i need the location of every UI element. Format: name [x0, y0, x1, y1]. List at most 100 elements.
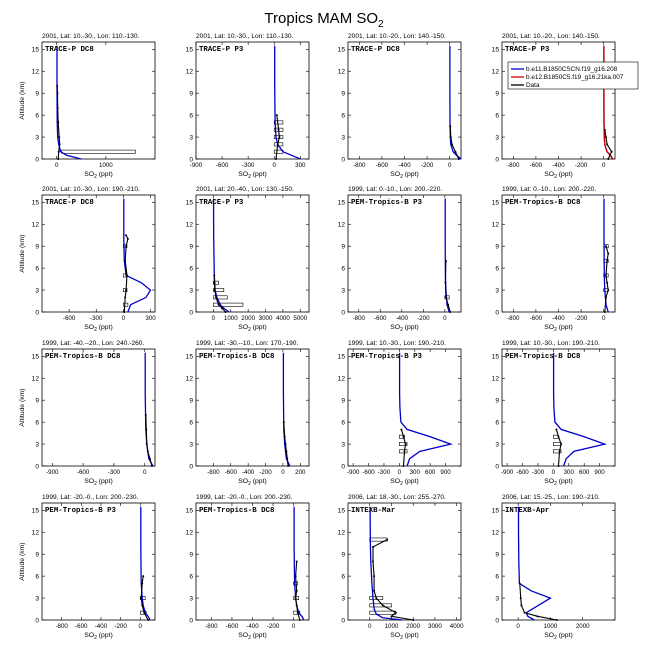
data-point [555, 619, 558, 621]
y-tick-label: 0 [341, 463, 345, 470]
plot-frame [195, 41, 310, 160]
data-range-box [123, 302, 129, 307]
y-tick-label: 15 [32, 508, 40, 515]
data-point [606, 259, 609, 262]
data-point [558, 450, 561, 453]
y-tick-label: 9 [341, 91, 345, 98]
x-tick-label: -600 [530, 315, 543, 322]
plot-frame [41, 502, 156, 621]
y-tick-label: 12 [338, 376, 346, 383]
data-series-line [519, 583, 558, 621]
data-point [375, 597, 378, 600]
y-tick-label: 0 [341, 617, 345, 624]
y-tick-label: 12 [492, 222, 500, 229]
x-tick-label: -200 [114, 623, 127, 630]
data-point [400, 428, 403, 431]
plot-frame [501, 502, 616, 621]
data-point [274, 158, 277, 160]
data-point [519, 597, 522, 600]
x-tick-label: 900 [594, 469, 605, 476]
panel-header: 1999, Lat: -40.--20., Lon: 240.-260. [42, 340, 144, 347]
panel-header: 2001, Lat: 10.-20., Lon: 140.-150. [502, 33, 600, 40]
x-tick-label: -200 [259, 469, 272, 476]
y-tick-label: 6 [189, 266, 193, 273]
y-tick-label: 3 [495, 134, 499, 141]
x-tick-label: -800 [353, 162, 366, 169]
chart-panel-3: 2001, Lat: 10.-20., Lon: 140.-150. 0 3 6 9 12… [338, 33, 462, 180]
panels: 2001, Lat: 10.-30., Lon: 110.-130. 0 3 6 9 12… [19, 33, 639, 641]
x-axis-label: SO2 (ppt) [84, 324, 112, 333]
y-tick-label: 9 [189, 91, 193, 98]
data-series-line [604, 246, 609, 313]
chart-panel-10: 1999, Lat: -30.--10., Lon: 170.-190. 0 3 6 9… [186, 340, 310, 487]
data-point [294, 575, 297, 578]
campaign-label: PEM-Tropics-B DC8 [199, 507, 275, 515]
y-tick-label: 0 [495, 156, 499, 163]
x-tick-label: -600 [225, 469, 238, 476]
y-tick-label: 9 [495, 91, 499, 98]
x-tick-label: -900 [347, 469, 360, 476]
data-point [221, 307, 224, 310]
data-point [412, 619, 415, 621]
model-series-line [274, 45, 301, 160]
data-point [373, 589, 376, 592]
data-point [124, 296, 127, 299]
y-tick-label: 3 [495, 287, 499, 294]
panel-header: 1999, Lat: -20.-0., Lon: 200.-230. [42, 494, 139, 501]
y-tick-label: 6 [495, 113, 499, 120]
x-axis-label: SO2 (ppt) [238, 324, 266, 333]
data-point [604, 136, 607, 139]
y-tick-label: 6 [495, 420, 499, 427]
data-point [286, 457, 289, 460]
y-tick-label: 15 [32, 200, 40, 207]
data-range-box [399, 434, 405, 439]
data-point [214, 296, 217, 299]
panel-header: 1999, Lat: 0.-10., Lon: 200.-220. [348, 186, 442, 193]
panel-header: 2006, Lat: 18.-30., Lon: 255.-270. [348, 494, 446, 501]
y-tick-label: 3 [189, 441, 193, 448]
data-point [607, 158, 610, 160]
x-tick-label: -400 [398, 162, 411, 169]
x-tick-label: -900 [190, 162, 203, 169]
campaign-label: PEM-Tropics-B P3 [351, 353, 423, 361]
y-tick-label: 0 [189, 156, 193, 163]
model-series-line [517, 506, 552, 621]
data-point [371, 545, 374, 548]
x-tick-label: 0 [273, 162, 277, 169]
data-point [518, 582, 521, 585]
y-tick-label: 0 [35, 617, 39, 624]
data-point [125, 289, 128, 292]
data-point [145, 428, 148, 431]
data-point [604, 274, 607, 277]
x-tick-label: 300 [145, 315, 156, 322]
y-tick-label: 9 [495, 398, 499, 405]
data-point [150, 465, 153, 467]
data-point [141, 604, 144, 607]
y-axis-label: Altitude (km) [19, 388, 26, 426]
data-point [296, 611, 299, 614]
x-tick-label: -800 [507, 162, 520, 169]
legend-label: Data [526, 82, 540, 89]
x-tick-label: -600 [362, 469, 375, 476]
y-tick-label: 6 [495, 266, 499, 273]
data-point [449, 136, 452, 139]
data-point [444, 296, 447, 299]
x-tick-label: 2000 [241, 315, 255, 322]
x-tick-label: -600 [77, 469, 90, 476]
x-tick-label: 300 [295, 162, 306, 169]
chart-panel-2: 2001, Lat: 10.-30., Lon: 110.-130. 0 3 6 9 12… [186, 33, 310, 180]
chart-panel-4: 2001, Lat: 10.-20., Lon: 140.-150. 0 3 6 9 12… [492, 33, 639, 180]
y-tick-label: 9 [35, 398, 39, 405]
x-tick-label: 0 [398, 469, 402, 476]
legend-label: b.e12.B1850C5.f19_g16.21ka.007 [526, 74, 624, 81]
y-tick-label: 6 [189, 113, 193, 120]
data-series-line [372, 539, 414, 621]
data-point [57, 150, 60, 153]
x-tick-label: -800 [205, 623, 218, 630]
data-point [373, 575, 376, 578]
data-range-box [399, 442, 408, 446]
y-tick-label: 0 [189, 617, 193, 624]
y-tick-label: 12 [186, 69, 194, 76]
campaign-label: PEM-Tropics-B DC8 [505, 353, 581, 361]
data-point [449, 311, 452, 313]
